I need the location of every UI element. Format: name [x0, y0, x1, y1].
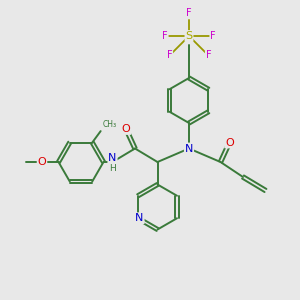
- Text: F: F: [210, 31, 216, 41]
- Text: F: F: [167, 50, 172, 61]
- Text: N: N: [135, 213, 144, 223]
- Text: O: O: [122, 124, 130, 134]
- Text: CH₃: CH₃: [102, 120, 116, 129]
- Text: F: F: [186, 8, 192, 19]
- Text: N: N: [108, 153, 117, 164]
- Text: S: S: [185, 31, 193, 41]
- Text: N: N: [185, 143, 193, 154]
- Text: F: F: [206, 50, 211, 61]
- Text: O: O: [225, 137, 234, 148]
- Text: O: O: [38, 157, 46, 167]
- Text: F: F: [162, 31, 168, 41]
- Text: H: H: [109, 164, 116, 172]
